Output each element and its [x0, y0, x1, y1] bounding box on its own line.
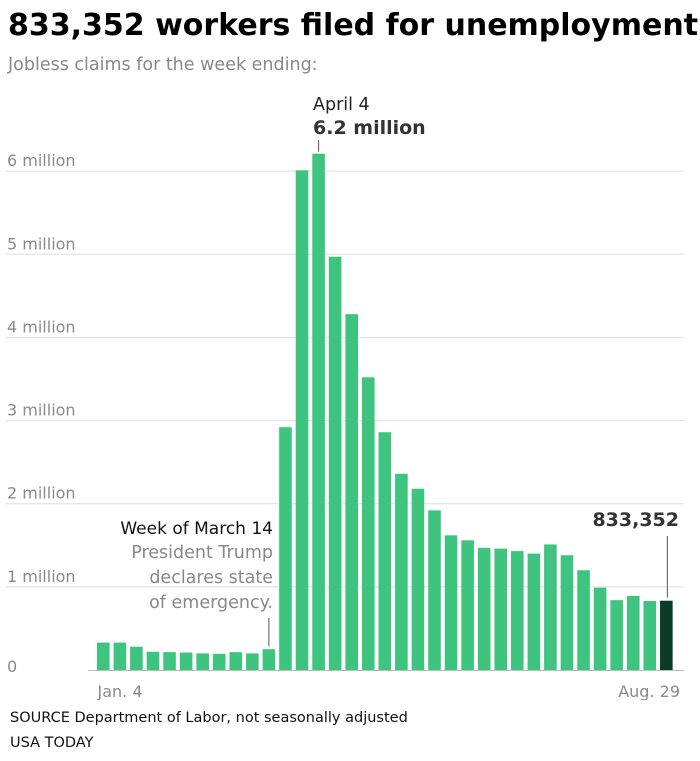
x-axis-labels: Jan. 4 Aug. 29: [96, 682, 680, 700]
march-annotation-line: President Trump: [131, 543, 273, 563]
bar: [345, 314, 358, 670]
y-tick-label: 5 million: [7, 234, 76, 253]
bar: [262, 649, 276, 670]
credit-note: USA TODAY: [10, 735, 94, 751]
bar: [511, 551, 524, 670]
y-tick-label: 0: [7, 657, 17, 676]
bar: [593, 587, 607, 670]
bar: [461, 540, 474, 670]
bar: [196, 653, 209, 670]
y-tick-label: 2 million: [7, 484, 76, 503]
bars: [97, 153, 673, 670]
peak-date-label: April 4: [313, 95, 370, 115]
bar: [477, 547, 491, 670]
march-annotation-line: of emergency.: [149, 593, 273, 613]
bar: [97, 642, 110, 670]
annotations: April 4 6.2 million Week of March 14 Pre…: [120, 95, 679, 647]
latest-value-label: 833,352: [592, 509, 679, 531]
x-axis-last-label: Aug. 29: [618, 682, 680, 700]
bar: [643, 600, 657, 670]
y-tick-label: 6 million: [7, 151, 76, 170]
y-tick-label: 1 million: [7, 567, 76, 586]
bar: [295, 170, 309, 670]
y-tick-label: 4 million: [7, 317, 76, 336]
peak-value-label: 6.2 million: [313, 117, 426, 139]
chart-title: 833,352 workers filed for unemployment: [8, 8, 699, 43]
bar: [494, 548, 508, 670]
bar: [560, 555, 574, 670]
y-tick-label: 3 million: [7, 401, 76, 420]
bar: [444, 535, 458, 670]
bar: [328, 256, 342, 670]
bar: [626, 596, 640, 670]
bar: [179, 652, 193, 670]
bar: [610, 600, 623, 670]
chart-subtitle: Jobless claims for the week ending:: [8, 55, 318, 75]
bar: [378, 432, 392, 670]
bar: [577, 570, 590, 670]
y-axis-labels: 0 1 million 2 million 3 million 4 million 5 m…: [7, 151, 76, 676]
bar: [163, 652, 176, 670]
bar: [527, 553, 541, 670]
march-annotation-heading: Week of March 14: [120, 519, 273, 539]
bar: [113, 642, 127, 670]
bar: [229, 652, 243, 670]
bar: [212, 653, 226, 670]
march-annotation-line: declares state: [149, 568, 273, 588]
bar-latest: [660, 600, 673, 670]
bar: [130, 646, 143, 670]
bar: [361, 377, 375, 670]
x-axis-first-label: Jan. 4: [96, 682, 142, 700]
source-note: SOURCE Department of Labor, not seasonal…: [10, 710, 408, 726]
bar: [411, 488, 425, 670]
bar: [312, 153, 325, 670]
bar: [279, 427, 292, 670]
bar: [246, 653, 259, 670]
bar: [146, 651, 160, 670]
bar: [428, 510, 441, 670]
bar-chart: 0 1 million 2 million 3 million 4 million 5 m…: [6, 95, 684, 700]
bar: [395, 473, 408, 670]
bar: [544, 544, 557, 670]
